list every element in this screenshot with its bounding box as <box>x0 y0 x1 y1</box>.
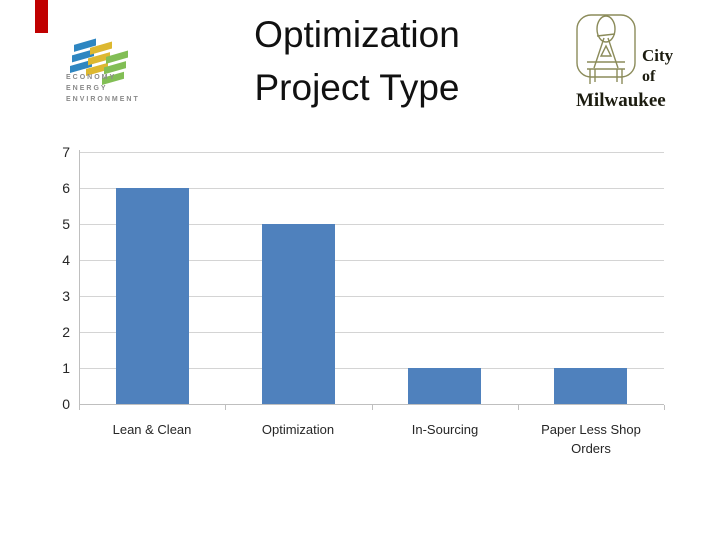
x-axis-line <box>79 404 664 405</box>
milwaukee-text-of: of <box>642 68 656 85</box>
y-axis-label-1: 1 <box>62 360 70 376</box>
slide-title: Optimization Project Type <box>171 8 543 114</box>
slide-title-line2: Project Type <box>254 67 460 108</box>
x-axis-label-3: Paper Less Shop Orders <box>541 422 641 456</box>
gridline-2 <box>79 332 664 333</box>
e3-text-environment: ENVIRONMENT <box>66 96 140 103</box>
e3-gold-e-icon <box>86 41 112 76</box>
gridline-5 <box>79 224 664 225</box>
bar-paper-less-shop-orders <box>554 368 627 404</box>
e3-logo <box>62 26 152 110</box>
slide-title-line1: Optimization <box>254 14 460 55</box>
gridline-7 <box>79 152 664 153</box>
x-axis-tick-1 <box>225 405 226 410</box>
milwaukee-emblem-icon <box>576 14 636 84</box>
y-axis-label-7: 7 <box>62 144 70 160</box>
y-axis-label-3: 3 <box>62 288 70 304</box>
x-axis-tick-3 <box>518 405 519 410</box>
bar-in-sourcing <box>408 368 481 404</box>
e3-logo-icon <box>70 38 128 85</box>
bar-lean-clean <box>116 188 189 404</box>
milwaukee-text-milwaukee: Milwaukee <box>576 90 666 111</box>
y-axis-label-0: 0 <box>62 396 70 412</box>
x-axis-tick-2 <box>372 405 373 410</box>
e3-text-energy: ENERGY <box>66 85 108 92</box>
e3-blue-e-icon <box>70 38 96 73</box>
e3-green-e-icon <box>102 50 128 85</box>
milwaukee-text-city: City <box>642 46 674 65</box>
x-axis-label-2: In-Sourcing <box>411 422 479 437</box>
y-axis-label-2: 2 <box>62 324 70 340</box>
bar-optimization <box>262 224 335 404</box>
y-axis-label-5: 5 <box>62 216 70 232</box>
x-axis-tick-0 <box>79 405 80 410</box>
y-axis-label-6: 6 <box>62 180 70 196</box>
slide-edge-red-marker <box>35 0 48 33</box>
e3-text-economy: ECONOMY <box>66 74 117 81</box>
gridline-3 <box>79 296 664 297</box>
e3-logo-text: ECONOMY ENERGY ENVIRONMENT <box>66 72 140 105</box>
x-axis-label-0: Lean & Clean <box>112 422 192 437</box>
gridline-1 <box>79 368 664 369</box>
x-axis-tick-4 <box>664 405 665 410</box>
y-axis-line <box>79 150 80 404</box>
x-axis-label-1: Optimization <box>261 422 335 437</box>
city-of-milwaukee-logo: City of Milwaukee <box>570 8 710 118</box>
gridline-6 <box>79 188 664 189</box>
bar-chart: 0 1 2 3 4 5 6 7 Lean & Clean Optimization In-Sourc… <box>0 130 720 480</box>
y-axis-label-4: 4 <box>62 252 70 268</box>
gridline-4 <box>79 260 664 261</box>
